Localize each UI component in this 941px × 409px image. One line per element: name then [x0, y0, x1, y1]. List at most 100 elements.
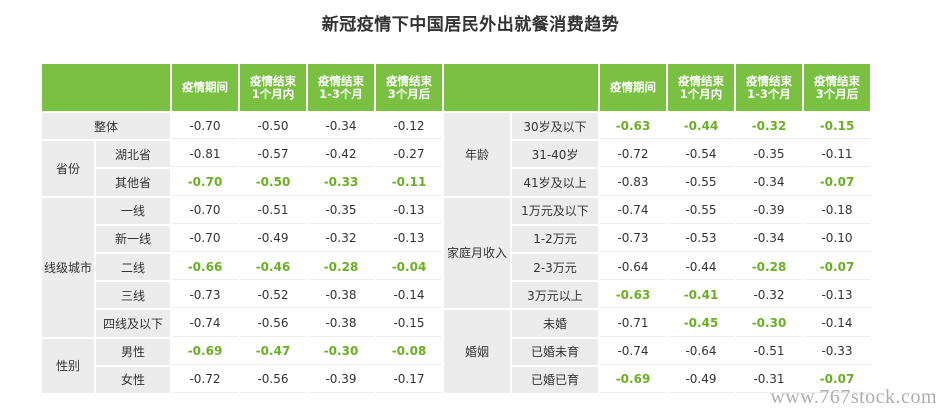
- value-cell: -0.54: [668, 141, 734, 168]
- row-label: 新一线: [96, 225, 170, 252]
- header-cell: 疫情结束 3个月后: [376, 64, 442, 111]
- value-cell: -0.34: [736, 225, 802, 252]
- table-row: 新一线 -0.70 -0.49 -0.32 -0.13 1-2万元 -0.73 -0.53 -0…: [42, 225, 870, 252]
- value-cell: -0.11: [376, 169, 442, 196]
- value-cell: -0.31: [736, 366, 802, 393]
- value-cell: -0.71: [600, 310, 666, 337]
- value-cell: -0.07: [804, 366, 870, 393]
- value-cell: -0.73: [600, 225, 666, 252]
- table-row: 女性 -0.72 -0.56 -0.39 -0.17 已婚已育 -0.69 -0.49 -0.3…: [42, 366, 870, 393]
- row-label: 二线: [96, 253, 170, 281]
- value-cell: -0.35: [736, 141, 802, 168]
- value-cell: -0.17: [376, 366, 442, 393]
- value-cell: -0.74: [172, 310, 238, 337]
- value-cell: -0.55: [668, 197, 734, 224]
- value-cell: -0.14: [376, 282, 442, 309]
- header-row: 疫情期间 疫情结束 1个月内 疫情结束 1-3个月 疫情结束 3个月后 疫情期间 疫情…: [42, 64, 870, 111]
- header-line: 疫情结束: [250, 73, 296, 88]
- value-cell: -0.57: [240, 141, 306, 168]
- row-label: 41岁及以上: [512, 169, 598, 196]
- group-label: 家庭月收入: [444, 197, 510, 309]
- value-cell: -0.32: [736, 113, 802, 140]
- value-cell: -0.74: [600, 197, 666, 224]
- row-label: 男性: [96, 338, 170, 365]
- header-line: 3个月后: [387, 86, 431, 101]
- header-line: 1-3个月: [747, 86, 791, 101]
- table-row: 整体 -0.70 -0.50 -0.34 -0.12 年龄 30岁及以下 -0.63 -0.44…: [42, 113, 870, 196]
- value-cell: -0.41: [668, 282, 734, 309]
- header-blank-right: [444, 64, 598, 111]
- value-cell: -0.70: [172, 197, 238, 224]
- value-cell: -0.73: [172, 282, 238, 309]
- header-line: 疫情结束: [814, 73, 860, 88]
- value-cell: -0.50: [240, 169, 306, 196]
- header-cell: 疫情结束 3个月后: [804, 64, 870, 111]
- value-cell: -0.39: [736, 197, 802, 224]
- value-cell: -0.63: [600, 282, 666, 309]
- header-cell: 疫情结束 1-3个月: [308, 64, 374, 111]
- value-cell: -0.49: [668, 366, 734, 393]
- value-cell: -0.66: [172, 253, 238, 281]
- value-cell: -0.47: [240, 338, 306, 365]
- page-title: 新冠疫情下中国居民外出就餐消费趋势: [321, 15, 620, 35]
- value-cell: -0.32: [308, 225, 374, 252]
- row-label: 31-40岁: [512, 141, 598, 168]
- value-cell: -0.04: [376, 253, 442, 281]
- value-cell: -0.72: [600, 141, 666, 168]
- header-line: 疫情结束: [318, 73, 364, 88]
- header-cell: 疫情结束 1个月内: [668, 64, 734, 111]
- row-label: 已婚未育: [512, 338, 598, 365]
- value-cell: -0.28: [736, 253, 802, 281]
- header-line: 1个月内: [679, 86, 723, 101]
- value-cell: -0.83: [600, 169, 666, 196]
- row-label: 其他省: [96, 169, 170, 196]
- header-line: 1-3个月: [319, 86, 363, 101]
- group-label: 婚姻: [444, 310, 510, 393]
- value-cell: -0.35: [308, 197, 374, 224]
- header-line: 3个月后: [815, 86, 859, 101]
- value-cell: -0.51: [240, 197, 306, 224]
- value-cell: -0.07: [804, 253, 870, 281]
- header-line: 疫情结束: [678, 73, 724, 88]
- value-cell: -0.74: [600, 338, 666, 365]
- table-row: 三线 -0.73 -0.52 -0.38 -0.14 3万元以上 -0.63 -0.41 -0.…: [42, 282, 870, 309]
- value-cell: -0.63: [600, 113, 666, 140]
- value-cell: -0.08: [376, 338, 442, 365]
- value-cell: -0.55: [668, 169, 734, 196]
- group-label: 线级城市: [42, 197, 94, 337]
- row-label: 3万元以上: [512, 282, 598, 309]
- row-label: 整体: [42, 113, 170, 140]
- header-cell: 疫情结束 1-3个月: [736, 64, 802, 111]
- header-cell: 疫情期间: [172, 64, 238, 111]
- header-line: 疫情结束: [386, 73, 432, 88]
- row-label: 1万元及以下: [512, 197, 598, 224]
- value-cell: -0.46: [240, 253, 306, 281]
- value-cell: -0.14: [804, 310, 870, 337]
- value-cell: -0.13: [376, 197, 442, 224]
- header-cell: 疫情结束 1个月内: [240, 64, 306, 111]
- value-cell: -0.34: [736, 169, 802, 196]
- group-label: 省份: [42, 141, 94, 196]
- value-cell: -0.13: [804, 282, 870, 309]
- row-label: 一线: [96, 197, 170, 224]
- header-line: 疫情结束: [746, 73, 792, 88]
- value-cell: -0.07: [804, 169, 870, 196]
- row-label: 30岁及以下: [512, 113, 598, 140]
- value-cell: -0.70: [172, 225, 238, 252]
- value-cell: -0.10: [804, 225, 870, 252]
- value-cell: -0.53: [668, 225, 734, 252]
- header-line: 1个月内: [251, 86, 295, 101]
- value-cell: -0.12: [376, 113, 442, 140]
- value-cell: -0.50: [240, 113, 306, 140]
- value-cell: -0.69: [600, 366, 666, 393]
- watermark: www.767stock.com: [770, 386, 937, 408]
- value-cell: -0.33: [804, 338, 870, 365]
- value-cell: -0.38: [308, 282, 374, 309]
- value-cell: -0.30: [736, 310, 802, 337]
- table-row: 其他省 -0.70 -0.50 -0.33 -0.11 41岁及以上 -0.83 -0.55-…: [42, 169, 870, 196]
- value-cell: -0.56: [240, 366, 306, 393]
- value-cell: -0.11: [804, 141, 870, 168]
- trend-table: 疫情期间 疫情结束 1个月内 疫情结束 1-3个月 疫情结束 3个月后 疫情期间 疫情…: [40, 62, 872, 395]
- value-cell: -0.52: [240, 282, 306, 309]
- value-cell: -0.30: [308, 338, 374, 365]
